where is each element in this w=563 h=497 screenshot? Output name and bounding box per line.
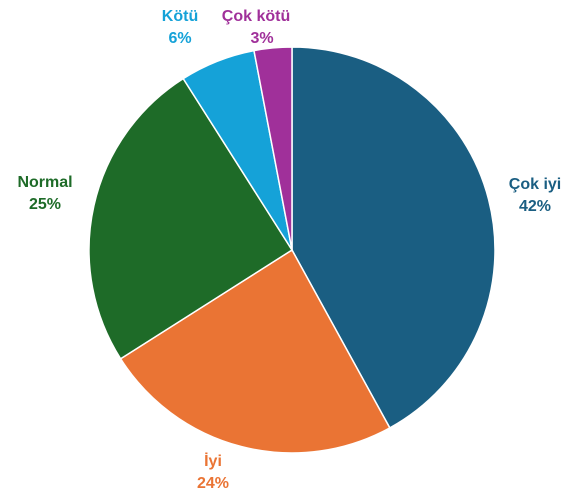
- slice-label: İyi: [204, 452, 222, 470]
- slice-label: Çok iyi: [509, 176, 561, 193]
- value-label: 42%: [519, 198, 551, 215]
- slice-label: Kötü: [162, 8, 198, 25]
- pie-slice: [119, 248, 391, 454]
- value-label: 6%: [168, 30, 191, 47]
- value-label: 25%: [29, 196, 61, 213]
- slice-label: Normal: [17, 174, 72, 191]
- slice-label: Çok kötü: [222, 8, 290, 25]
- pie-slice: [253, 46, 293, 251]
- value-label: 24%: [197, 475, 229, 492]
- pie-slice: [291, 46, 496, 429]
- value-label: 3%: [250, 30, 273, 47]
- pie-slice: [88, 77, 294, 360]
